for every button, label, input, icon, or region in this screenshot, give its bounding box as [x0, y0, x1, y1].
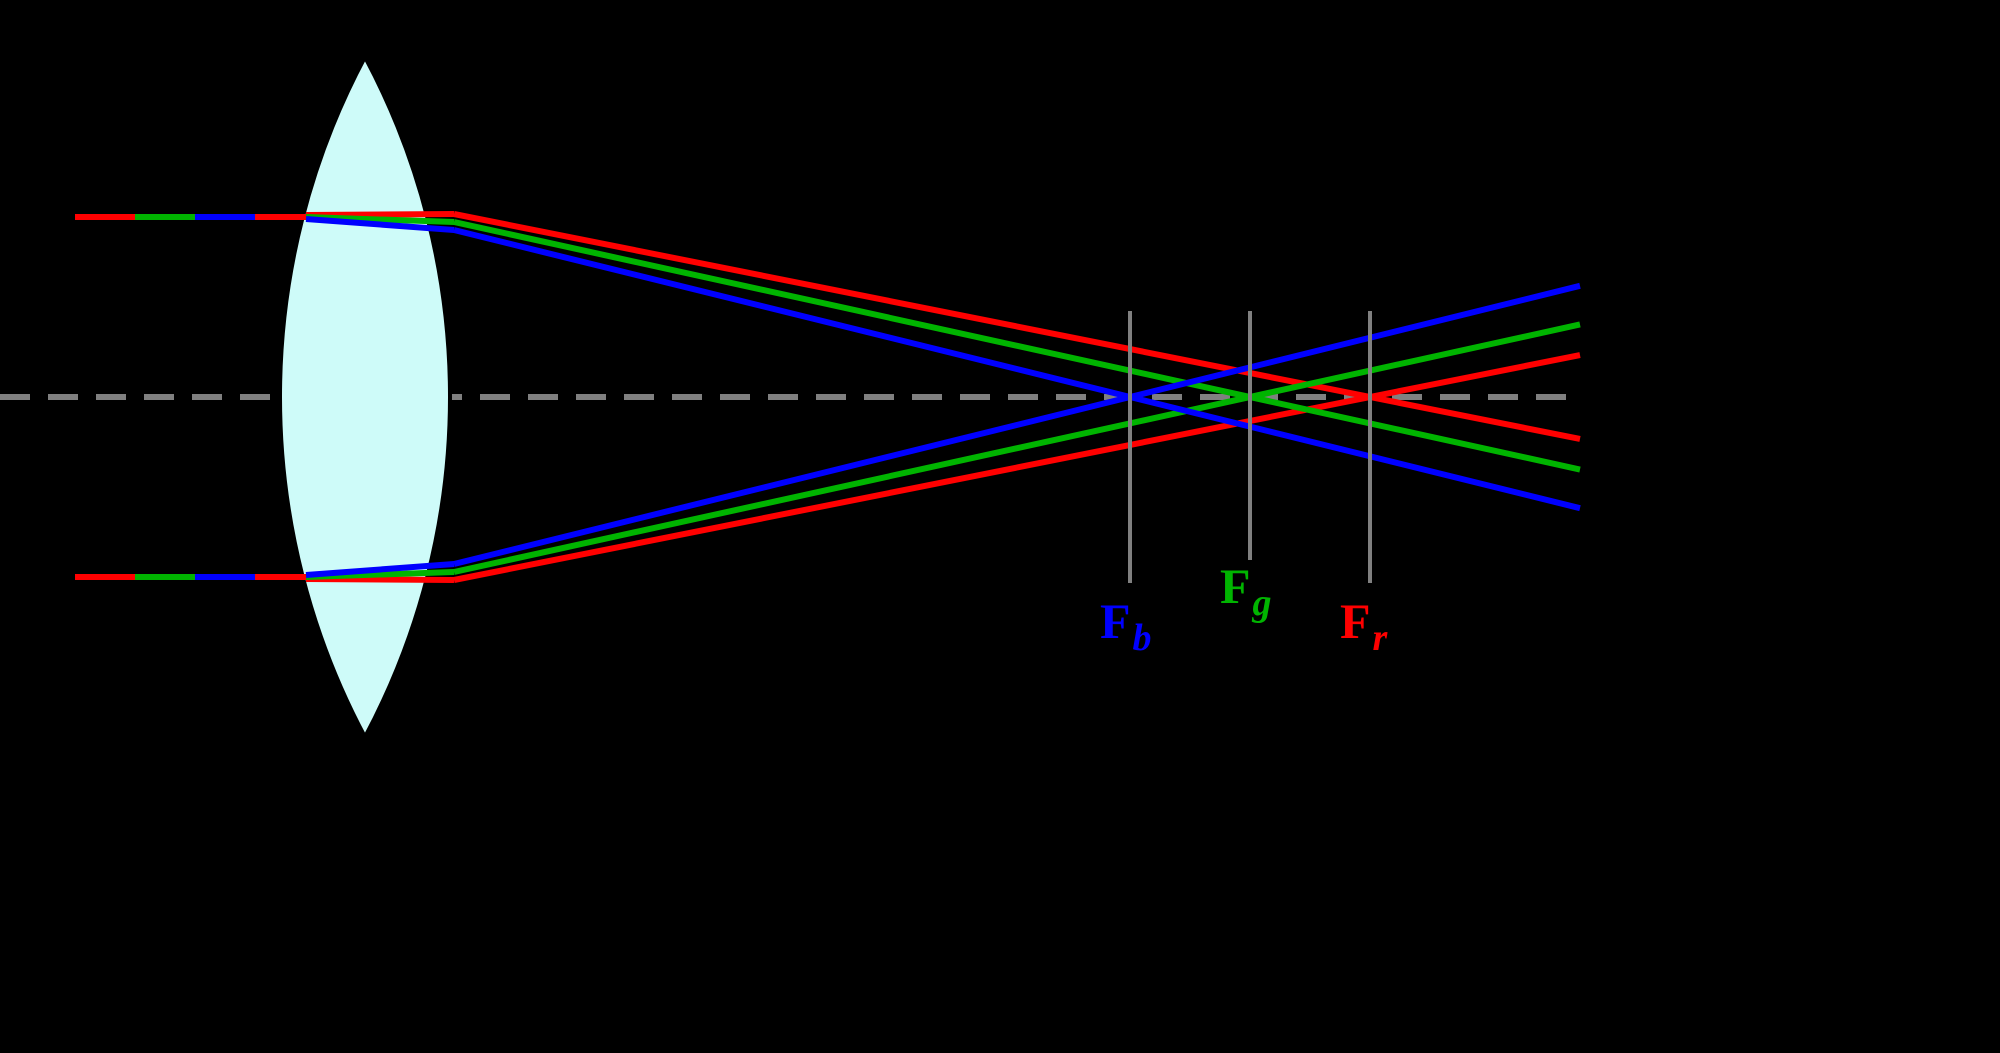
chromatic-aberration-diagram: FbFgFr: [0, 0, 2000, 1053]
